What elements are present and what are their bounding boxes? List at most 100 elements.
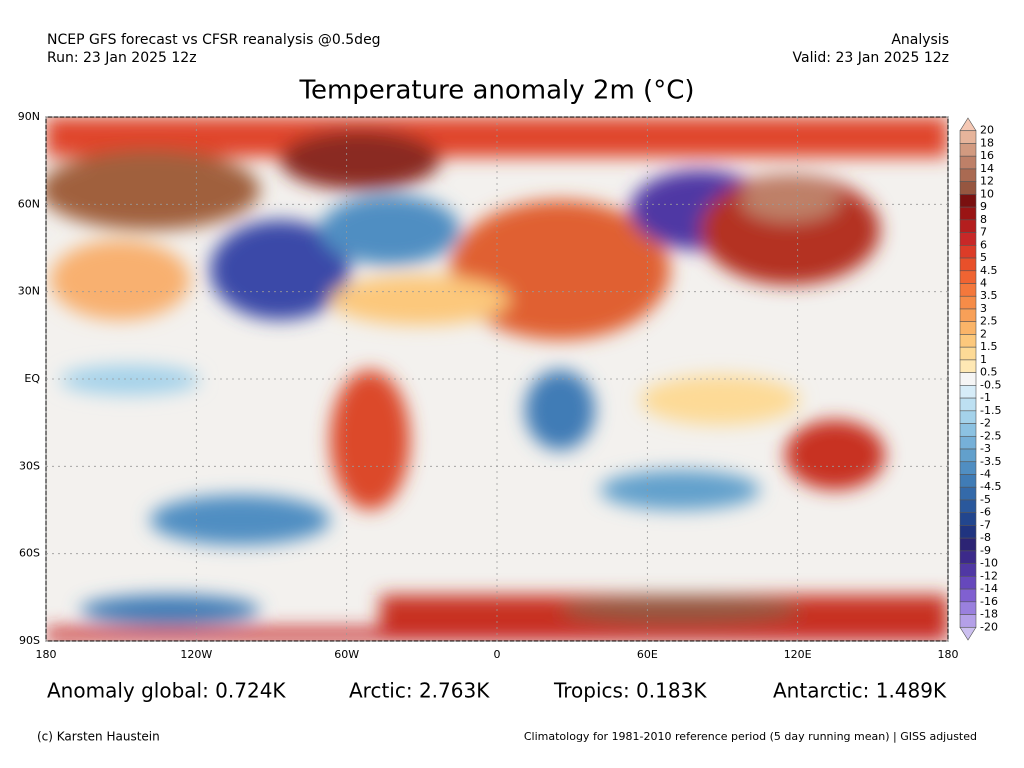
- colorbar-label: 9: [980, 200, 987, 213]
- colorbar-label: -2.5: [980, 429, 1001, 442]
- colorbar-swatch: [959, 397, 977, 412]
- map-image: [46, 117, 948, 641]
- colorbar-label: -10: [980, 557, 998, 570]
- lon-label: 120W: [180, 648, 212, 661]
- colorbar-label: 8: [980, 213, 987, 226]
- colorbar-label: 1: [980, 353, 987, 366]
- lon-label: 180: [938, 648, 959, 661]
- colorbar-label: 3.5: [980, 289, 998, 302]
- colorbar-swatch: [959, 295, 977, 310]
- colorbar-label: -18: [980, 608, 998, 621]
- lat-label: 60S: [19, 547, 40, 560]
- colorbar-swatch: [959, 130, 977, 144]
- lat-label: 30N: [18, 285, 40, 298]
- colorbar-swatch: [959, 155, 977, 170]
- colorbar-label: -20: [980, 620, 998, 633]
- lat-label: 60N: [18, 197, 40, 210]
- colorbar-label: 6: [980, 238, 987, 251]
- colorbar-swatch: [959, 308, 977, 323]
- colorbar-swatch: [959, 512, 977, 526]
- colorbar-label: 7: [980, 226, 987, 239]
- colorbar-label: -7: [980, 518, 991, 531]
- colorbar-swatch: [959, 448, 977, 463]
- lat-label: 30S: [19, 459, 40, 472]
- colorbar-swatch: [959, 601, 977, 615]
- colorbar-swatch: [959, 321, 977, 335]
- lat-label: 90N: [18, 110, 40, 123]
- colorbar-swatch: [959, 423, 977, 437]
- colorbar-swatch: [959, 372, 977, 386]
- colorbar-label: -4.5: [980, 480, 1001, 493]
- colorbar-swatch: [959, 537, 977, 552]
- colorbar-label: -14: [980, 582, 998, 595]
- colorbar-label: -8: [980, 531, 991, 544]
- colorbar-label: 18: [980, 136, 994, 149]
- colorbar-swatch: [959, 245, 977, 259]
- colorbar-label: -2: [980, 417, 991, 430]
- colorbar-label: 5: [980, 251, 987, 264]
- colorbar-swatch: [959, 385, 977, 399]
- colorbar-swatch: [959, 486, 977, 501]
- colorbar-label: -4: [980, 467, 991, 480]
- colorbar-swatch: [959, 525, 977, 539]
- colorbar-arrow: [959, 117, 977, 132]
- title: Temperature anomaly 2m (°C): [299, 76, 695, 106]
- colorbar-swatch: [959, 168, 977, 182]
- colorbar-label: 2: [980, 327, 987, 340]
- colorbar-label: -6: [980, 506, 991, 519]
- header-line: Analysis: [891, 32, 949, 48]
- colorbar-label: -0.5: [980, 378, 1001, 391]
- stat: Anomaly global: 0.724K: [47, 679, 286, 703]
- colorbar-swatch: [959, 283, 977, 297]
- colorbar-label: -1: [980, 391, 991, 404]
- colorbar-label: 1.5: [980, 340, 998, 353]
- lon-label: 0: [494, 648, 501, 661]
- colorbar-swatch: [959, 143, 977, 157]
- colorbar-label: 20: [980, 124, 994, 137]
- stat: Arctic: 2.763K: [349, 679, 490, 703]
- colorbar-swatch: [959, 257, 977, 272]
- lon-label: 60E: [637, 648, 658, 661]
- header-line: NCEP GFS forecast vs CFSR reanalysis @0.…: [47, 32, 381, 48]
- colorbar-swatch: [959, 435, 977, 450]
- header-line: Run: 23 Jan 2025 12z: [47, 50, 197, 66]
- colorbar-arrow: [959, 626, 977, 641]
- colorbar-swatch: [959, 346, 977, 361]
- colorbar-swatch: [959, 194, 977, 208]
- lon-label: 180: [36, 648, 57, 661]
- colorbar-swatch: [959, 461, 977, 475]
- colorbar-label: 16: [980, 149, 994, 162]
- colorbar-label: -3.5: [980, 455, 1001, 468]
- colorbar-swatch: [959, 474, 977, 488]
- colorbar-label: 0.5: [980, 366, 998, 379]
- colorbar-swatch: [959, 588, 977, 603]
- colorbar-label: -5: [980, 493, 991, 506]
- colorbar-swatch: [959, 270, 977, 284]
- colorbar-swatch: [959, 614, 977, 628]
- colorbar-swatch: [959, 550, 977, 564]
- colorbar-swatch: [959, 219, 977, 233]
- lon-label: 120E: [784, 648, 812, 661]
- colorbar-swatch: [959, 232, 977, 246]
- colorbar-swatch: [959, 499, 977, 513]
- colorbar-swatch: [959, 181, 977, 195]
- colorbar-swatch: [959, 334, 977, 348]
- colorbar-label: -1.5: [980, 404, 1001, 417]
- colorbar-label: -12: [980, 569, 998, 582]
- colorbar-label: 3: [980, 302, 987, 315]
- colorbar-swatch: [959, 359, 977, 373]
- colorbar-label: 12: [980, 175, 994, 188]
- colorbar-label: -3: [980, 442, 991, 455]
- colorbar-label: -9: [980, 544, 991, 557]
- lon-label: 60W: [334, 648, 359, 661]
- colorbar-swatch: [959, 410, 977, 424]
- colorbar-label: 2.5: [980, 315, 998, 328]
- footer-credit: (c) Karsten Haustein: [37, 730, 160, 744]
- footer-note: Climatology for 1981-2010 reference peri…: [524, 730, 977, 743]
- header-line: Valid: 23 Jan 2025 12z: [793, 50, 949, 66]
- stat: Tropics: 0.183K: [553, 679, 707, 703]
- colorbar-swatch: [959, 563, 977, 577]
- lat-label: EQ: [24, 372, 40, 385]
- colorbar-swatch: [959, 206, 977, 221]
